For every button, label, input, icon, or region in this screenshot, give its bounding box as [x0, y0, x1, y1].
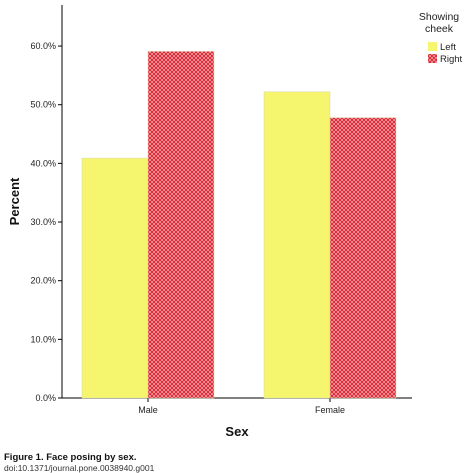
bar-female-left: [263, 91, 331, 399]
bar-chart: 0.0% 10.0% 20.0% 30.0% 40.0% 50.0% 60.0% Male Fe…: [7, 5, 463, 439]
x-axis-title: Sex: [225, 424, 249, 439]
y-tick-label: 60.0%: [30, 41, 56, 51]
legend-label-right: Right: [440, 54, 463, 65]
bar-male-left: [81, 157, 149, 399]
legend-swatch-right: [428, 54, 437, 63]
bars: [81, 51, 397, 399]
y-tick-label: 20.0%: [30, 276, 56, 286]
y-tick-label: 30.0%: [30, 217, 56, 227]
bar-female-right: [329, 117, 397, 399]
x-tick-label: Female: [315, 405, 345, 415]
figure-caption-title: Figure 1. Face posing by sex.: [4, 452, 137, 463]
y-tick-label: 50.0%: [30, 100, 56, 110]
y-axis-title: Percent: [7, 177, 22, 225]
legend-title: Showing: [419, 11, 459, 23]
legend-swatch-left: [428, 42, 437, 51]
figure-doi: doi:10.1371/journal.pone.0038940.g001: [4, 463, 155, 473]
y-tick-label: 0.0%: [35, 393, 56, 403]
legend-title: cheek: [425, 23, 454, 35]
bar-male-right: [147, 51, 215, 399]
x-tick-label: Male: [138, 405, 158, 415]
legend-label-left: Left: [440, 42, 456, 53]
y-tick-label: 10.0%: [30, 334, 56, 344]
y-tick-label: 40.0%: [30, 158, 56, 168]
